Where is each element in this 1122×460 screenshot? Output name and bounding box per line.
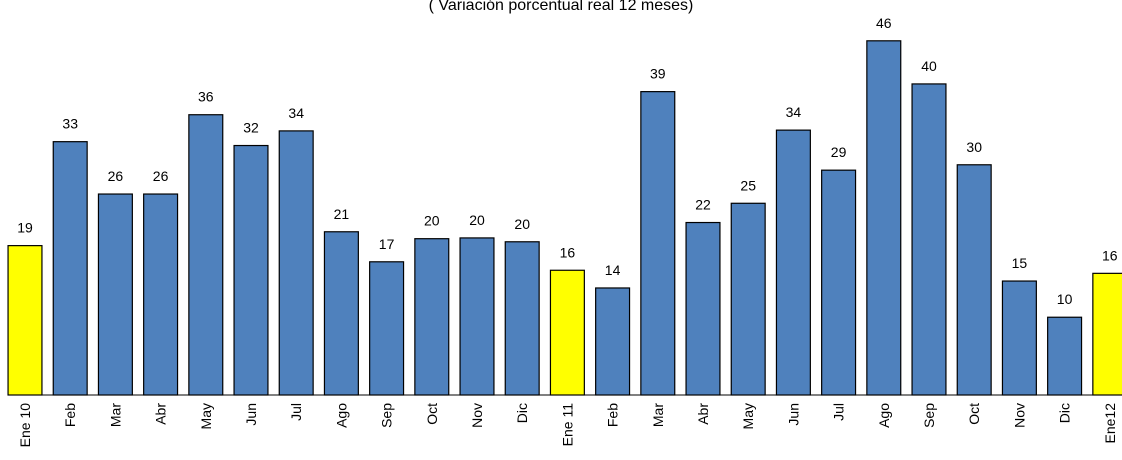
bar [97, 193, 133, 396]
value-label: 40 [921, 58, 937, 74]
x-tick-label: Dic [514, 403, 530, 423]
bar [369, 261, 405, 396]
value-label: 10 [1057, 291, 1073, 307]
value-label: 34 [288, 105, 304, 121]
value-label: 46 [876, 15, 892, 31]
value-label: 32 [243, 120, 259, 136]
value-label: 17 [379, 236, 395, 252]
x-tick-label: Mar [107, 403, 123, 427]
bar [233, 144, 269, 396]
bar [7, 245, 43, 396]
x-tick-label: Ago [876, 403, 892, 428]
bar [459, 237, 495, 396]
bar [414, 238, 450, 396]
bar [866, 40, 902, 396]
bar [1092, 272, 1122, 396]
x-tick-label: Ago [333, 403, 349, 428]
value-label: 34 [786, 104, 802, 120]
x-tick-label: Feb [605, 403, 621, 427]
value-label: 36 [198, 89, 214, 105]
bar [956, 164, 992, 396]
bar [595, 287, 631, 396]
value-label: 25 [740, 177, 756, 193]
x-tick-label: Feb [62, 403, 78, 427]
x-tick-label: Jun [785, 403, 801, 426]
value-label: 26 [153, 168, 169, 184]
x-tick-label: Oct [424, 403, 440, 425]
x-tick-label: Nov [1011, 403, 1027, 428]
value-label: 15 [1012, 255, 1028, 271]
x-tick-label: Abr [153, 403, 169, 425]
bar [52, 141, 88, 396]
value-label: 20 [514, 216, 530, 232]
x-tick-label: Ene12 [1102, 403, 1118, 444]
x-tick-label: Abr [695, 403, 711, 425]
bar [143, 193, 179, 396]
bar [775, 129, 811, 396]
bar [1001, 280, 1037, 396]
value-label: 20 [424, 213, 440, 229]
x-tick-label: May [740, 403, 756, 429]
x-tick-label: Mar [650, 403, 666, 427]
bar [549, 269, 585, 396]
x-tick-label: Oct [966, 403, 982, 425]
x-tick-label: Jul [831, 403, 847, 421]
bar [640, 91, 676, 396]
x-tick-label: Jun [243, 403, 259, 426]
x-tick-label: Sep [921, 403, 937, 428]
value-label: 14 [605, 262, 621, 278]
bar [188, 114, 224, 396]
value-label: 16 [560, 244, 576, 260]
bar [911, 83, 947, 396]
x-tick-label: Dic [1057, 403, 1073, 423]
x-tick-label: Ene 11 [559, 403, 575, 447]
x-tick-label: Nov [469, 403, 485, 428]
x-tick-label: Ene 10 [17, 403, 33, 448]
value-label: 19 [17, 220, 33, 236]
value-label: 20 [469, 212, 485, 228]
x-tick-label: Jul [288, 403, 304, 421]
bar [821, 169, 857, 396]
value-label: 29 [831, 144, 847, 160]
value-label: 30 [966, 139, 982, 155]
value-label: 16 [1102, 247, 1118, 263]
x-tick-label: May [198, 403, 214, 429]
bar [504, 241, 540, 396]
value-label: 22 [695, 197, 711, 213]
value-label: 39 [650, 66, 666, 82]
bar [278, 130, 314, 396]
value-label: 33 [62, 116, 78, 132]
value-label: 26 [108, 168, 124, 184]
x-tick-label: Sep [379, 403, 395, 428]
value-label: 21 [334, 206, 350, 222]
bar [730, 202, 766, 396]
bar [323, 231, 359, 396]
chart-subtitle: ( Variación porcentual real 12 meses) [429, 0, 694, 14]
bar [685, 221, 721, 396]
bar [1047, 316, 1083, 396]
